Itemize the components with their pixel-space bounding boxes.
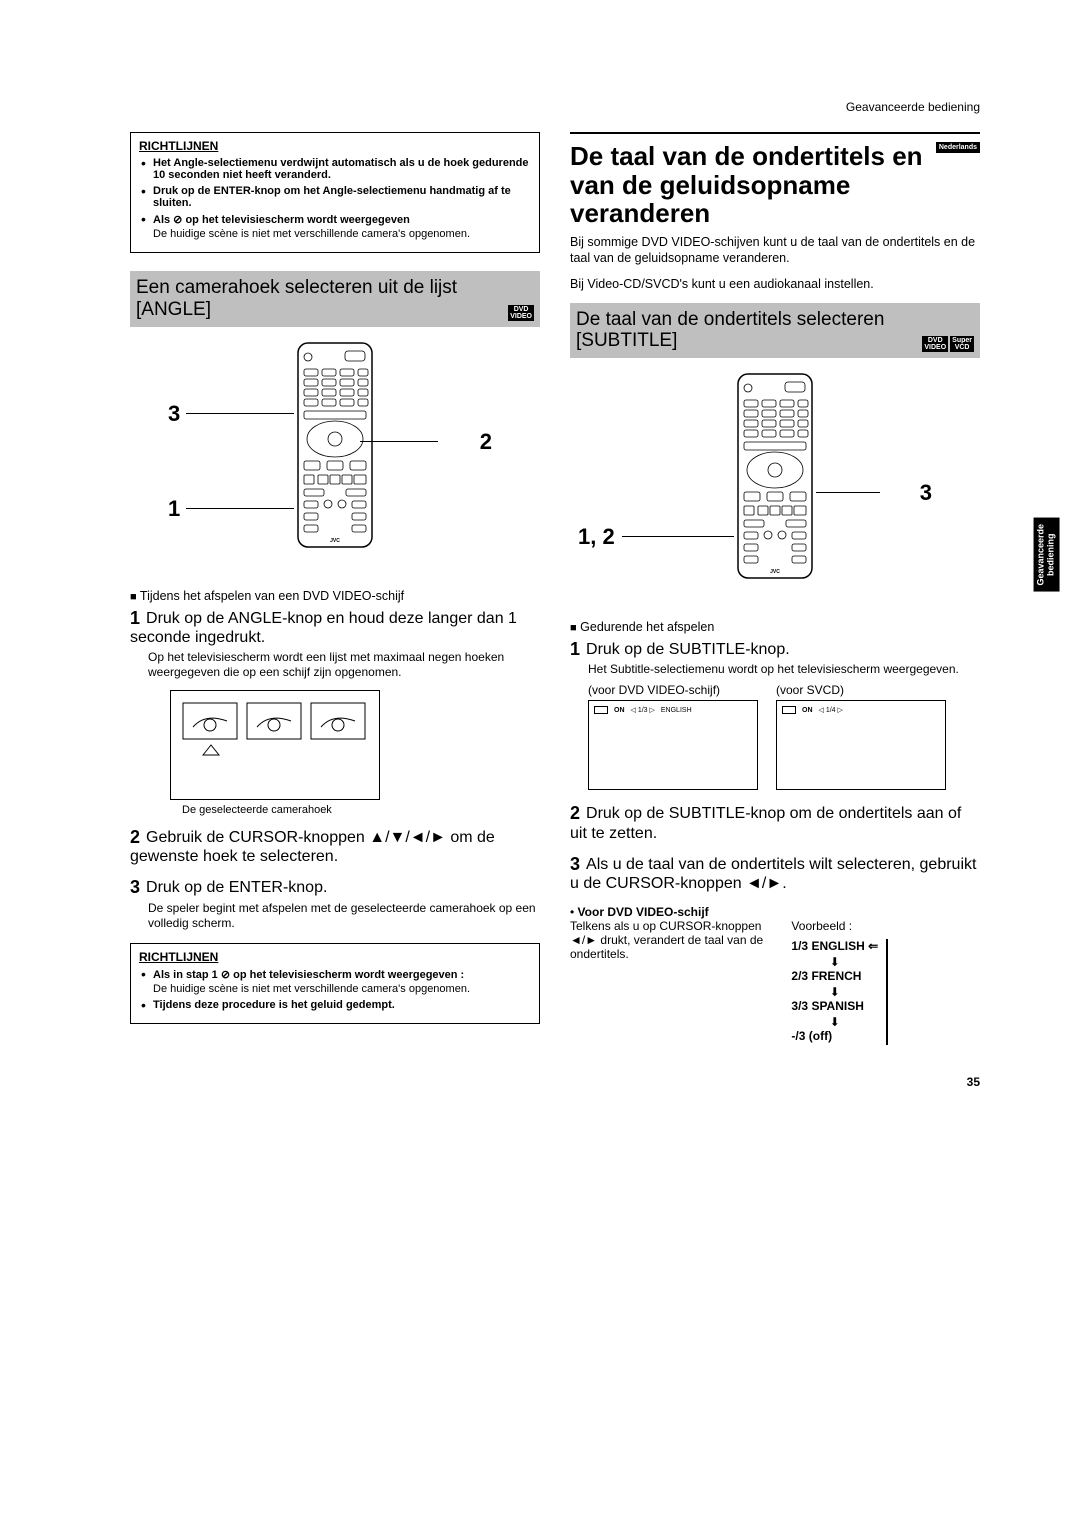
remote-illustration-subtitle: JVC 3 1, 2 [570, 372, 980, 602]
guidelines-box-2: RICHTLIJNEN Als in stap 1 ⊘ op het telev… [130, 943, 540, 1024]
subtitle-section-header: De taal van de ondertitels selecteren [S… [570, 303, 980, 359]
angle-preview-box [170, 690, 380, 800]
callout-2: 2 [480, 429, 492, 455]
remote-icon: JVC [730, 372, 820, 582]
right-column: De taal van de ondertitels en van de gel… [570, 132, 980, 1045]
language-badge: Nederlands [936, 142, 980, 153]
step-item: 3 Als u de taal van de ondertitels wilt … [570, 855, 980, 893]
guideline-item: Als in stap 1 ⊘ op het televisiescherm w… [153, 968, 531, 995]
dvd-video-badge: DVD VIDEO [508, 305, 534, 321]
dvd-video-schijf-section: • Voor DVD VIDEO-schijf Telkens als u op… [570, 905, 980, 1045]
dvd-video-badge: DVD VIDEO [922, 336, 948, 352]
angle-section-header: Een camerahoek selecteren uit de lijst [… [130, 271, 540, 327]
svg-text:JVC: JVC [330, 538, 340, 544]
guidelines-box-1: RICHTLIJNEN Het Angle-selectiemenu verdw… [130, 132, 540, 253]
callout-3: 3 [168, 401, 180, 427]
guideline-item: Druk op de ENTER-knop om het Angle-selec… [153, 185, 531, 209]
super-vcd-badge: Super VCD [950, 336, 974, 352]
main-heading: De taal van de ondertitels en van de gel… [570, 142, 930, 228]
guidelines-title: RICHTLIJNEN [139, 950, 531, 964]
subtitle-box-dvd: ON ◁ 1/3 ▷ ENGLISH [588, 700, 758, 790]
callout-1: 1 [168, 496, 180, 522]
remote-icon: JVC [290, 341, 380, 551]
dvd-left-text: Telkens als u op CURSOR-knoppen ◄/► druk… [570, 919, 777, 1045]
during-playback-note: ■ Gedurende het afspelen [570, 620, 980, 634]
subtitle-osd-icon [594, 706, 608, 714]
guideline-item: Als ⊘ op het televisiescherm wordt weerg… [153, 213, 531, 240]
dvd-example: Voorbeeld : 1/3 ENGLISH ⇐ ⬇ 2/3 FRENCH ⬇… [791, 919, 980, 1045]
side-tab: Geavanceerde bediening [1034, 518, 1060, 592]
during-playback-note: ■ Tijdens het afspelen van een DVD VIDEO… [130, 589, 540, 603]
callout-3: 3 [920, 480, 932, 506]
step-item: 1 Druk op de ANGLE-knop en houd deze lan… [130, 609, 540, 816]
callout-12: 1, 2 [578, 524, 615, 550]
guidelines-title: RICHTLIJNEN [139, 139, 531, 153]
guideline-item: Het Angle-selectiemenu verdwijnt automat… [153, 157, 531, 181]
subtitle-preview-boxes: (voor DVD VIDEO-schijf) ON ◁ 1/3 ▷ ENGLI… [588, 683, 980, 790]
left-column: RICHTLIJNEN Het Angle-selectiemenu verdw… [130, 132, 540, 1045]
page-section-header: Geavanceerde bediening [130, 100, 980, 114]
intro-text-1: Bij sommige DVD VIDEO-schijven kunt u de… [570, 234, 980, 267]
step-item: 2 Gebruik de CURSOR-knoppen ▲/▼/◄/► om d… [130, 828, 540, 866]
subtitle-osd-icon [782, 706, 796, 714]
angle-preview-wrap: De geselecteerde camerahoek [170, 690, 540, 816]
angle-caption: De geselecteerde camerahoek [182, 804, 540, 816]
page-number: 35 [130, 1075, 980, 1089]
step-item: 1 Druk op de SUBTITLE-knop. Het Subtitle… [570, 640, 980, 790]
remote-illustration-angle: JVC 3 2 1 [130, 341, 540, 571]
intro-text-2: Bij Video-CD/SVCD's kunt u een audiokana… [570, 276, 980, 292]
subtitle-box-caption: (voor SVCD) [776, 683, 946, 697]
step-item: 2 Druk op de SUBTITLE-knop om de onderti… [570, 804, 980, 842]
subtitle-box-caption: (voor DVD VIDEO-schijf) [588, 683, 758, 697]
step-item: 3 Druk op de ENTER-knop. De speler begin… [130, 878, 540, 930]
guideline-item: Tijdens deze procedure is het geluid ged… [153, 999, 531, 1011]
svg-text:JVC: JVC [770, 569, 780, 575]
subtitle-box-svcd: ON ◁ 1/4 ▷ [776, 700, 946, 790]
